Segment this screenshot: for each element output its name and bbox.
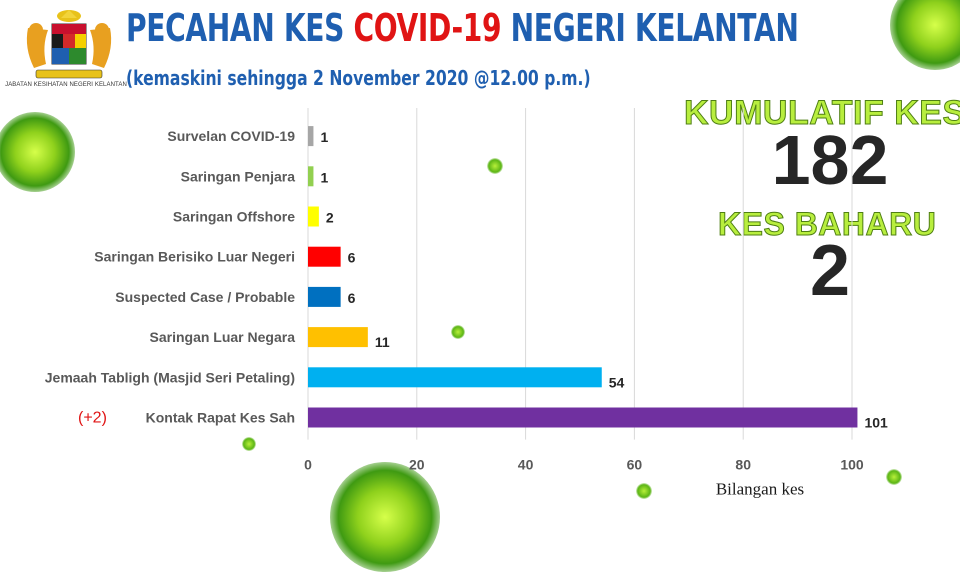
value-label: 1 (320, 129, 328, 145)
virus-decoration-top-right (890, 0, 960, 70)
virus-dot (636, 483, 652, 499)
horizontal-bar-chart: 0 20 40 60 80 100 Survelan COVID-19 1 Saringan P… (45, 108, 888, 499)
virus-dot (242, 437, 256, 451)
bar (308, 407, 858, 428)
title-part-3: NEGERI KELANTAN (501, 6, 799, 50)
virus-dot (886, 469, 902, 485)
x-tick-label: 100 (840, 457, 864, 473)
page-title: PECAHAN KES COVID-19 NEGERI KELANTAN (126, 6, 799, 50)
new-cases-value: 2 (809, 231, 851, 311)
category-label: Saringan Berisiko Luar Negeri (94, 249, 295, 265)
cumulative-cases-value: 182 (771, 121, 889, 199)
bar (308, 126, 314, 147)
new-cases-label: KES BAHARU (717, 206, 937, 243)
virus-dot (451, 325, 465, 339)
title-part-2: COVID-19 (353, 6, 502, 50)
bar (308, 286, 341, 307)
x-tick-label: 20 (409, 457, 425, 473)
bar (308, 206, 319, 227)
category-label: Kontak Rapat Kes Sah (146, 410, 295, 426)
bar (308, 367, 602, 388)
category-label: Suspected Case / Probable (115, 289, 295, 305)
value-label: 2 (326, 210, 334, 226)
bar (308, 246, 341, 267)
category-label: Saringan Penjara (181, 168, 296, 184)
category-label: Jemaah Tabligh (Masjid Seri Petaling) (45, 369, 295, 385)
value-label: 11 (375, 334, 390, 350)
logo-caption: JABATAN KESIHATAN NEGERI KELANTAN (5, 82, 127, 88)
x-tick-label: 40 (518, 457, 534, 473)
bar (308, 166, 314, 187)
value-label: 101 (864, 415, 888, 431)
category-label: Saringan Luar Negara (150, 329, 296, 345)
category-label: Saringan Offshore (173, 209, 295, 225)
value-label: 6 (348, 250, 356, 266)
page-subtitle: (kemaskini sehingga 2 November 2020 @12.… (126, 66, 591, 90)
x-tick-label: 60 (627, 457, 643, 473)
value-label: 6 (348, 290, 356, 306)
coat-of-arms-logo (14, 8, 124, 92)
title-part-1: PECAHAN KES (126, 6, 354, 50)
x-axis-label: Bilangan kes (716, 480, 804, 499)
value-label: 54 (609, 374, 625, 390)
category-label: Survelan COVID-19 (167, 128, 295, 144)
value-label: 1 (320, 169, 328, 185)
x-tick-label: 80 (735, 457, 751, 473)
x-tick-label: 0 (304, 457, 312, 473)
virus-dot (487, 158, 503, 174)
virus-decoration-left (0, 112, 75, 192)
cumulative-cases-label: KUMULATIF KES (684, 94, 960, 133)
annotation-label: (+2) (78, 410, 107, 427)
bar (308, 327, 368, 348)
